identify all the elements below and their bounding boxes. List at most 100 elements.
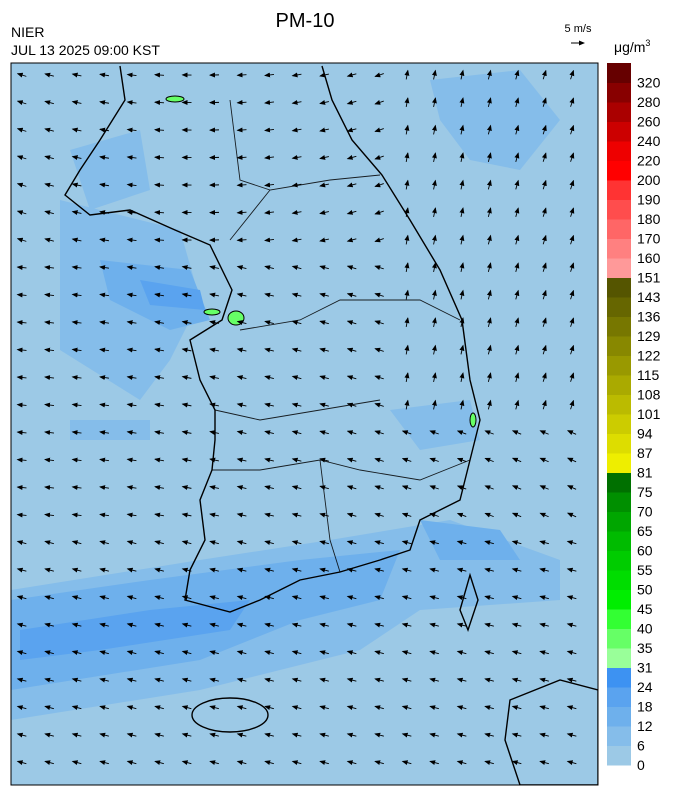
- wind-arrow: [99, 265, 110, 271]
- wind-arrow: [126, 512, 137, 518]
- colorbar-tick-label: 81: [637, 465, 653, 481]
- wind-arrow: [456, 512, 467, 518]
- colorbar-segment: [607, 375, 631, 395]
- wind-arrow: [431, 372, 437, 382]
- colorbar-segment: [607, 121, 631, 142]
- wind-arrow: [539, 760, 549, 766]
- wind-arrow: [71, 375, 82, 381]
- wind-arrow: [404, 317, 410, 328]
- wind-arrow: [566, 567, 577, 573]
- wind-arrow: [541, 124, 547, 135]
- wind-arrow: [209, 292, 219, 298]
- wind-arrow: [236, 292, 247, 298]
- wind-arrow: [291, 347, 302, 353]
- wind-arrow: [459, 207, 465, 217]
- wind-arrow: [236, 485, 247, 491]
- colorbar-segment: [607, 609, 631, 629]
- colorbar-segment: [607, 277, 631, 298]
- wind-arrow: [291, 237, 302, 243]
- wind-arrow: [456, 457, 467, 463]
- wind-arrow: [539, 650, 549, 656]
- wind-arrow: [459, 179, 465, 190]
- wind-arrow: [236, 512, 247, 518]
- wind-arrow: [346, 127, 357, 133]
- wind-arrow: [374, 732, 384, 738]
- wind-arrow: [209, 595, 219, 601]
- colorbar-tick-label: 136: [637, 309, 661, 325]
- wind-arrow: [401, 705, 412, 711]
- wind-arrow: [346, 512, 357, 518]
- wind-arrow: [484, 485, 494, 491]
- wind-arrow: [404, 262, 410, 273]
- wind-arrow: [236, 457, 247, 463]
- wind-arrow: [486, 317, 492, 327]
- wind-arrow: [401, 512, 412, 518]
- wind-arrow: [374, 127, 384, 133]
- wind-arrow: [291, 292, 302, 298]
- wind-arrow: [401, 760, 412, 766]
- wind-arrow: [291, 677, 302, 683]
- wind-arrow: [154, 182, 165, 188]
- wind-arrow: [126, 732, 137, 738]
- title: PM-10: [276, 10, 335, 32]
- wind-arrow: [16, 237, 27, 243]
- wind-arrow: [319, 430, 329, 436]
- wind-arrow: [264, 650, 274, 656]
- wind-arrow: [236, 182, 247, 188]
- wind-arrow: [539, 457, 549, 463]
- wind-arrow: [44, 292, 55, 298]
- wind-arrow: [16, 127, 27, 133]
- wind-arrow: [126, 375, 137, 381]
- wind-arrow: [431, 179, 437, 190]
- wind-arrow: [264, 72, 275, 78]
- wind-arrow: [374, 622, 384, 628]
- wind-arrow: [99, 127, 110, 133]
- wind-arrow: [126, 430, 137, 436]
- wind-arrow: [511, 430, 522, 436]
- wind-arrow: [431, 69, 437, 80]
- wind-arrow: [44, 237, 54, 243]
- wind-arrow: [374, 650, 384, 656]
- wind-arrow: [374, 237, 384, 243]
- wind-arrow: [319, 512, 329, 518]
- wind-arrow: [429, 705, 439, 711]
- wind-arrow: [456, 760, 467, 766]
- colorbar-tick-label: 190: [637, 192, 661, 208]
- colorbar-segment: [607, 141, 631, 161]
- wind-arrow: [126, 485, 137, 491]
- colorbar-tick-label: 200: [637, 172, 661, 188]
- wind-arrow: [236, 265, 247, 271]
- wind-arrow: [16, 430, 27, 436]
- wind-arrow: [541, 289, 547, 300]
- wind-arrow: [71, 100, 82, 106]
- wind-arrow: [569, 289, 575, 300]
- colorbar-tick-label: 60: [637, 543, 653, 559]
- wind-arrow: [346, 540, 357, 546]
- datetime: JUL 13 2025 09:00 KST: [11, 42, 160, 58]
- wind-arrow: [99, 155, 110, 161]
- wind-arrow: [71, 347, 82, 353]
- wind-arrow: [264, 347, 274, 353]
- wind-arrow: [431, 289, 437, 300]
- wind-arrow: [346, 430, 357, 436]
- wind-arrow: [44, 650, 54, 656]
- wind-arrow: [236, 760, 247, 766]
- wind-arrow: [511, 677, 522, 683]
- wind-arrow: [484, 430, 494, 436]
- wind-arrow: [181, 402, 192, 408]
- wind-arrow: [99, 292, 110, 298]
- wind-arrow: [429, 595, 439, 601]
- wind-arrow: [431, 262, 437, 272]
- wind-arrow: [514, 69, 520, 80]
- wind-arrow: [319, 622, 329, 628]
- wind-arrow: [44, 72, 54, 78]
- wind-arrow: [486, 97, 492, 107]
- wind-arrow: [346, 677, 357, 683]
- wind-arrow: [126, 567, 137, 573]
- wind-arrow: [291, 485, 302, 491]
- wind-arrow: [16, 265, 27, 271]
- wind-arrow: [431, 234, 437, 245]
- wind-arrow: [374, 512, 384, 518]
- wind-arrow: [514, 262, 520, 272]
- wind-arrow: [126, 650, 137, 656]
